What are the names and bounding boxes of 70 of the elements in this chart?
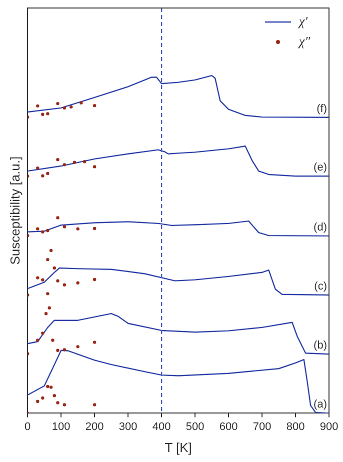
point [41,332,44,335]
point [72,160,76,164]
point [92,278,96,282]
point [49,248,53,252]
point [76,281,80,284]
point [44,312,48,316]
point [46,172,50,176]
point [62,403,66,406]
point [62,225,66,228]
x-tick-label: 700 [252,420,272,433]
legend-label: χ″ [297,33,311,48]
annotation: (b) [314,340,327,352]
point [62,283,66,286]
x-tick-label: 200 [85,420,104,433]
point [56,158,60,162]
point [92,104,96,108]
annotation: (d) [314,221,327,234]
point [76,227,80,230]
x-tick-label: 100 [52,420,70,433]
annotation: (f) [316,102,327,115]
point [46,292,50,296]
point [80,101,83,104]
point [51,338,54,342]
x-tick-label: 400 [152,420,171,433]
legend-label: χ′ [297,13,308,28]
point [41,112,44,116]
point [92,165,96,168]
point [36,104,40,108]
point [46,112,50,116]
point [92,340,96,344]
point [36,227,40,230]
point [56,279,60,282]
x-tick-label: 0 [24,420,31,433]
point [56,216,60,220]
x-tick-label: 900 [320,420,338,433]
point [76,345,80,348]
point [36,276,40,280]
x-tick-label: 800 [286,420,305,433]
x-tick-label: 600 [219,420,238,433]
point [46,228,50,232]
point [92,226,96,230]
point [41,396,44,400]
point [62,106,66,110]
point [62,163,66,166]
point [70,105,73,109]
y-axis-title: Susceptibility [a.u.] [7,156,22,265]
point [36,400,40,403]
point [56,102,60,106]
x-tick-label: 300 [118,420,138,433]
point [52,394,56,398]
annotation: (a) [314,398,327,411]
point [52,266,56,270]
x-tick-label: 500 [186,420,204,433]
point [82,160,86,164]
point [41,278,44,282]
point [56,348,60,352]
point [46,384,50,388]
point [62,348,66,352]
point [56,401,60,404]
point [49,386,53,389]
point [36,338,40,342]
point [46,258,50,262]
point [41,174,44,178]
annotation: (e) [314,162,327,174]
annotation: (c) [314,280,327,293]
point [36,166,40,170]
point [41,230,44,234]
point [92,403,96,406]
point [48,306,51,310]
x-axis-title: T [K] [164,440,192,455]
